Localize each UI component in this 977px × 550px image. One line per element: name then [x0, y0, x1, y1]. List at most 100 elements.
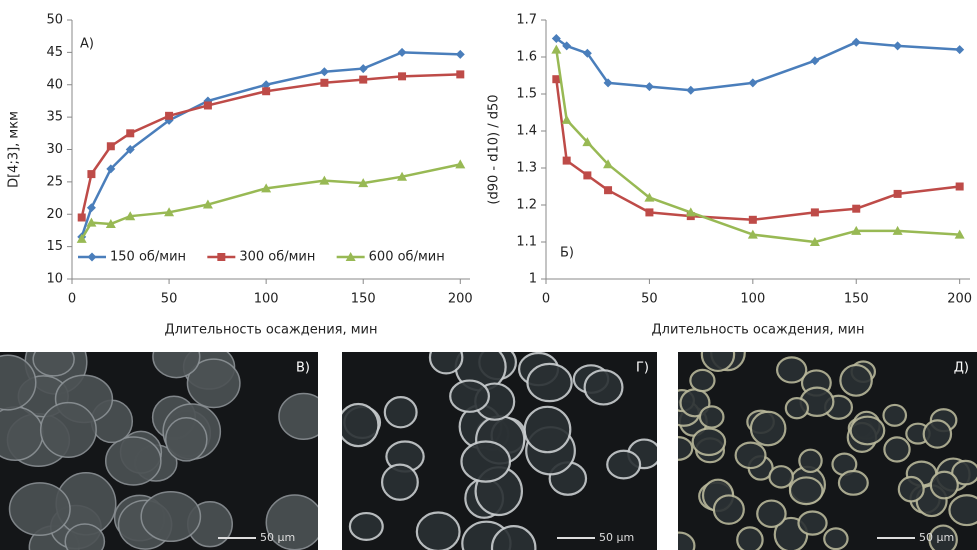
particle — [417, 513, 460, 550]
marker — [562, 115, 572, 124]
micrograph-label: Д) — [954, 361, 969, 376]
particle — [824, 528, 847, 549]
particle — [790, 477, 823, 504]
micrograph: Д) 50 µm — [664, 335, 977, 550]
marker — [604, 186, 612, 194]
panel-annotation: А) — [80, 37, 94, 52]
marker — [955, 45, 964, 54]
y-axis-title: (d90 - d10) / d50 — [487, 94, 502, 204]
y-tick-label: 1.5 — [516, 87, 537, 102]
x-tick-label: 200 — [947, 292, 972, 307]
legend-marker — [88, 253, 97, 262]
marker — [78, 213, 86, 221]
particle — [664, 437, 692, 460]
particle — [931, 472, 958, 499]
legend-marker — [217, 253, 225, 261]
marker — [852, 38, 861, 47]
legend-label: 300 об/мин — [239, 250, 315, 265]
x-tick-label: 100 — [740, 292, 765, 307]
particle — [777, 357, 806, 382]
y-tick-label: 1.3 — [516, 161, 537, 176]
y-tick-label: 45 — [46, 45, 63, 60]
particle — [279, 393, 329, 439]
marker — [686, 86, 695, 95]
marker — [456, 70, 464, 78]
particle — [385, 397, 417, 427]
marker — [398, 72, 406, 80]
series-line — [82, 74, 461, 217]
x-tick-label: 200 — [448, 292, 473, 307]
scale-label: 50 µm — [260, 531, 295, 544]
particle — [585, 370, 623, 404]
particle — [10, 483, 71, 535]
particle — [607, 451, 640, 479]
marker — [320, 79, 328, 87]
marker — [748, 78, 757, 87]
scale-label: 50 µm — [919, 531, 954, 544]
panel-annotation: Б) — [560, 246, 574, 261]
figure: 101520253035404550050100150200Длительнос… — [0, 0, 977, 550]
marker — [645, 208, 653, 216]
particle — [751, 412, 785, 445]
particle — [700, 406, 723, 427]
x-tick-label: 150 — [351, 292, 376, 307]
y-tick-label: 1.2 — [516, 198, 537, 213]
particle — [736, 443, 766, 468]
micrograph: В) 50 µm — [0, 330, 329, 550]
y-tick-label: 15 — [46, 239, 63, 254]
y-tick-label: 1.1 — [516, 235, 537, 250]
particle — [525, 407, 571, 452]
marker — [811, 208, 819, 216]
particle — [799, 450, 821, 472]
marker — [87, 203, 96, 212]
marker — [583, 171, 591, 179]
particle — [899, 477, 924, 501]
legend-label: 600 об/мин — [369, 250, 445, 265]
particle — [737, 527, 762, 550]
marker — [107, 142, 115, 150]
x-tick-label: 0 — [68, 292, 76, 307]
marker — [894, 190, 902, 198]
y-tick-label: 1.6 — [516, 50, 537, 65]
y-tick-label: 10 — [46, 272, 63, 287]
particle — [350, 513, 383, 540]
marker — [956, 183, 964, 191]
micrograph-label: В) — [296, 361, 310, 376]
particle — [770, 466, 793, 487]
x-tick-label: 50 — [161, 292, 178, 307]
marker — [563, 157, 571, 165]
series-line — [556, 50, 959, 242]
y-tick-label: 20 — [46, 207, 63, 222]
x-tick-label: 50 — [641, 292, 658, 307]
particle — [884, 437, 909, 461]
marker — [126, 129, 134, 137]
y-tick-label: 1.4 — [516, 124, 537, 139]
y-tick-label: 1 — [529, 272, 537, 287]
particle — [883, 405, 905, 426]
particle — [153, 336, 200, 378]
particle — [461, 442, 509, 482]
y-axis-title: D[4;3], мкм — [7, 111, 22, 188]
y-tick-label: 30 — [46, 142, 63, 157]
micrograph: Г)50 µm — [338, 342, 660, 550]
y-tick-label: 25 — [46, 174, 63, 189]
particle — [382, 465, 418, 500]
y-tick-label: 50 — [46, 13, 63, 28]
micrograph-label: Г) — [636, 361, 649, 376]
particle — [41, 403, 96, 458]
particle — [166, 418, 207, 461]
marker — [749, 216, 757, 224]
particle — [851, 417, 885, 445]
marker — [893, 41, 902, 50]
marker — [359, 76, 367, 84]
particle — [924, 420, 951, 447]
particle — [664, 533, 695, 550]
particle — [714, 495, 744, 523]
marker — [204, 101, 212, 109]
particle — [839, 471, 868, 495]
legend-label: 150 об/мин — [110, 250, 186, 265]
marker — [262, 87, 270, 95]
particle — [702, 338, 734, 371]
marker — [87, 170, 95, 178]
marker — [852, 205, 860, 213]
